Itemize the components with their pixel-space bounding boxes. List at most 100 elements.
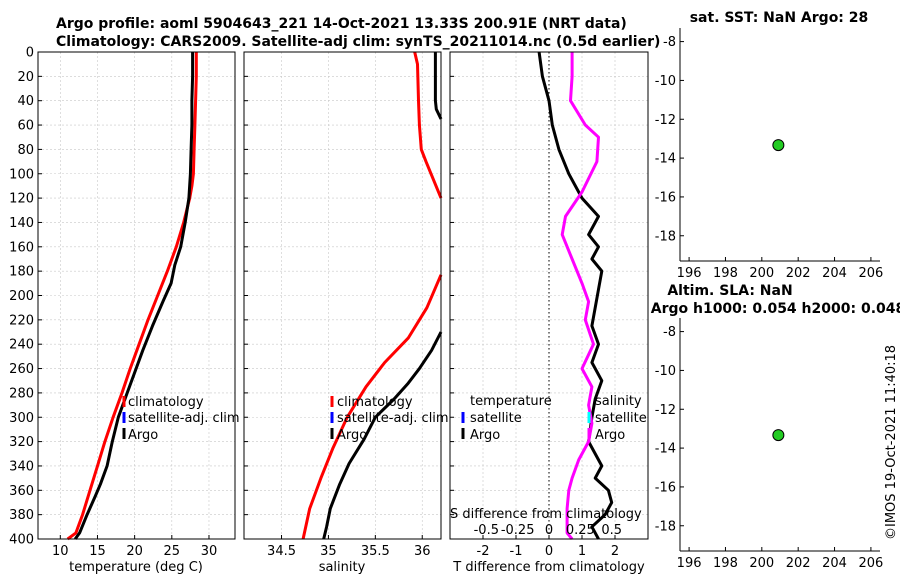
temperature-legend-satellite: satellite-adj. clim: [128, 411, 240, 426]
temperature-xtick-label: 25: [164, 544, 181, 559]
difference-legend-argo-s: Argo: [595, 428, 625, 443]
sla-map-ytick-label: -18: [655, 519, 676, 534]
salinity-xtick-label: 34.5: [267, 544, 296, 559]
difference-legend: temperature satellite Argo salinity sate…: [461, 394, 647, 443]
temperature-ytick-label: 120: [9, 192, 34, 207]
difference-s-tick-label: 0.5: [601, 523, 622, 538]
sst-map-title: sat. SST: NaN Argo: 28: [690, 10, 869, 26]
temperature-ytick-label: 60: [17, 119, 34, 134]
sla-map-xtick-label: 200: [749, 556, 774, 571]
sst-map-xtick-label: 206: [858, 266, 883, 281]
salinity-xtick-label: 36: [414, 544, 431, 559]
difference-xtick-label: -2: [477, 544, 490, 559]
salinity-legend: climatology satellite-adj. clim Argo: [330, 395, 449, 443]
sst-map-ytick-label: -8: [663, 35, 676, 50]
temperature-ytick-label: 20: [17, 70, 34, 85]
sla-map-ytick-label: -10: [655, 364, 676, 379]
sla-map-xtick-label: 196: [677, 556, 702, 571]
temperature-ytick-label: 340: [9, 459, 34, 474]
temperature-ytick-label: 160: [9, 240, 34, 255]
temperature-ytick-label: 380: [9, 508, 34, 523]
temperature-ytick-label: 220: [9, 313, 34, 328]
sst-map-argo-marker: [772, 139, 785, 152]
temperature-xtick-label: 20: [126, 544, 143, 559]
difference-series-t-difference-argo-: [537, 51, 614, 540]
difference-legend-salinity: salinity: [595, 394, 642, 409]
sst-map-xtick-label: 204: [822, 266, 847, 281]
sst-map-ytick-label: -16: [655, 190, 676, 205]
difference-t-axis-label: T difference from climatology: [452, 560, 645, 575]
difference-legend-temperature: temperature: [470, 394, 552, 409]
temperature-ytick-label: 180: [9, 265, 34, 280]
temperature-ytick-label: 280: [9, 386, 34, 401]
temperature-ytick-label: 200: [9, 289, 34, 304]
sla-map-ytick-label: -14: [655, 442, 676, 457]
temperature-xtick-label: 15: [89, 544, 106, 559]
salinity-legend-climatology: climatology: [337, 395, 413, 410]
salinity-series-climatology-deep: [301, 274, 443, 540]
salinity-legend-argo: Argo: [337, 428, 367, 443]
temperature-ytick-label: 360: [9, 484, 34, 499]
salinity-xtick-label: 35: [320, 544, 337, 559]
difference-series-s-difference-argo-: [560, 52, 600, 540]
temperature-ytick-label: 400: [9, 533, 34, 548]
sst-map-ytick-label: -10: [655, 74, 676, 89]
difference-xtick-label: 2: [611, 544, 619, 559]
difference-xtick-label: 0: [545, 544, 553, 559]
difference-s-axis-label: S difference from climatology: [450, 507, 642, 522]
sst-map-xtick-label: 202: [786, 266, 811, 281]
sla-map-title: Altim. SLA: NaN: [667, 283, 792, 299]
temperature-series-argo: [73, 52, 195, 540]
sst-map-ytick-label: -12: [655, 113, 676, 128]
temperature-series-climatology: [66, 52, 198, 541]
sla-map-argo-marker: [772, 429, 785, 442]
timestamp-label: ©IMOS 19-Oct-2021 11:40:18: [884, 345, 899, 540]
difference-xtick-label: 1: [578, 544, 586, 559]
sla-map-xtick-label: 202: [786, 556, 811, 571]
temperature-panel: 0 20 40 60 80 100 120 140 160 180 200 220 240 260 280 3…: [9, 46, 239, 576]
sst-map-xtick-label: 196: [677, 266, 702, 281]
figure-title-line-2: Climatology: CARS2009. Satellite-adj cli…: [56, 34, 660, 50]
temperature-ytick-label: 260: [9, 362, 34, 377]
salinity-series-climatology: [413, 51, 443, 199]
temperature-legend-argo: Argo: [128, 428, 158, 443]
figure-title-line-1: Argo profile: aoml 5904643_221 14-Oct-20…: [56, 16, 627, 32]
temperature-ytick-label: 0: [26, 46, 34, 61]
difference-s-tick-label: 0.25: [566, 523, 595, 538]
temperature-xtick-label: 10: [52, 544, 69, 559]
temperature-legend-climatology: climatology: [128, 395, 204, 410]
sla-map-xtick-label: 206: [858, 556, 883, 571]
temperature-ytick-label: 240: [9, 338, 34, 353]
temperature-ytick-label: 320: [9, 435, 34, 450]
salinity-series-argo-deep: [322, 331, 443, 540]
difference-s-tick-label: 0: [545, 523, 553, 538]
temperature-ytick-label: 140: [9, 216, 34, 231]
sla-map-panel: Altim. SLA: NaN Argo h1000: 0.054 h2000:…: [651, 283, 900, 571]
sla-map-xtick-label: 198: [713, 556, 738, 571]
temperature-ytick-label: 100: [9, 167, 34, 182]
sst-map-xtick-label: 200: [749, 266, 774, 281]
difference-legend-satellite: satellite: [470, 411, 522, 426]
salinity-legend-satellite: satellite-adj. clim: [337, 411, 449, 426]
sst-map-xtick-label: 198: [713, 266, 738, 281]
sla-map-ytick-label: -12: [655, 403, 676, 418]
temperature-ytick-label: 80: [17, 143, 34, 158]
temperature-x-axis-label: temperature (deg C): [69, 560, 203, 575]
salinity-series-argo: [433, 52, 443, 120]
salinity-panel: 34.5 35 35.5 36 salinity climatology satell…: [243, 51, 449, 575]
temperature-legend: climatology satellite-adj. clim Argo: [122, 395, 240, 443]
difference-xtick-label: -1: [510, 544, 523, 559]
difference-s-tick-label: -0.5: [474, 523, 499, 538]
sst-map-ytick-label: -18: [655, 229, 676, 244]
temperature-ytick-label: 300: [9, 411, 34, 426]
temperature-ytick-label: 40: [17, 94, 34, 109]
sla-map-ytick-label: -16: [655, 480, 676, 495]
sla-map-xtick-label: 204: [822, 556, 847, 571]
salinity-xtick-label: 35.5: [361, 544, 390, 559]
difference-panel: -2 -1 0 1 2 S difference from climatology -0…: [449, 51, 649, 575]
sla-map-subtitle: Argo h1000: 0.054 h2000: 0.048: [651, 301, 900, 317]
difference-s-tick-label: -0.25: [501, 523, 535, 538]
salinity-x-axis-label: salinity: [319, 560, 366, 575]
sst-map-ytick-label: -14: [655, 152, 676, 167]
